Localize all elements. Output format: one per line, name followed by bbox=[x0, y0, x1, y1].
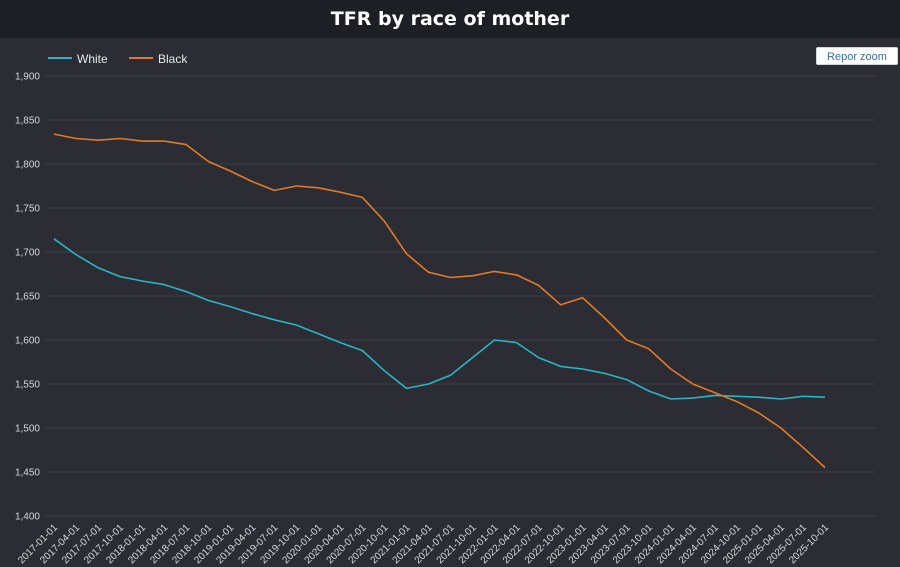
y-tick-label: 1,400 bbox=[15, 512, 40, 523]
series-line-black bbox=[53, 133, 826, 469]
y-tick-label: 1,500 bbox=[15, 424, 40, 435]
legend[interactable]: White Black bbox=[48, 52, 188, 66]
y-tick-label: 1,650 bbox=[15, 292, 40, 303]
legend-label: Black bbox=[158, 52, 188, 66]
chart-title: TFR by race of mother bbox=[330, 8, 570, 30]
legend-item-black[interactable]: Black bbox=[129, 52, 188, 66]
y-tick-label: 1,900 bbox=[15, 72, 40, 83]
legend-item-white[interactable]: White bbox=[48, 52, 108, 66]
reset-zoom-button[interactable]: Repor zoom bbox=[816, 47, 898, 65]
y-tick-label: 1,450 bbox=[15, 468, 40, 479]
y-tick-label: 1,800 bbox=[15, 160, 40, 171]
x-axis-ticks: 2017-01-012017-04-012017-07-012017-10-01… bbox=[16, 522, 831, 566]
y-tick-label: 1,600 bbox=[15, 336, 40, 347]
legend-label: White bbox=[77, 52, 108, 66]
series-lines bbox=[53, 133, 826, 469]
y-axis-ticks: 1,400 1,450 1,500 1,550 1,600 1,650 1,700 1,750… bbox=[15, 72, 40, 523]
y-tick-label: 1,700 bbox=[15, 248, 40, 259]
y-tick-label: 1,550 bbox=[15, 380, 40, 391]
y-tick-label: 1,750 bbox=[15, 204, 40, 215]
chart-title-bar: TFR by race of mother bbox=[0, 0, 900, 38]
y-tick-label: 1,850 bbox=[15, 116, 40, 127]
grid-lines bbox=[46, 75, 875, 517]
series-line-white bbox=[53, 238, 826, 400]
